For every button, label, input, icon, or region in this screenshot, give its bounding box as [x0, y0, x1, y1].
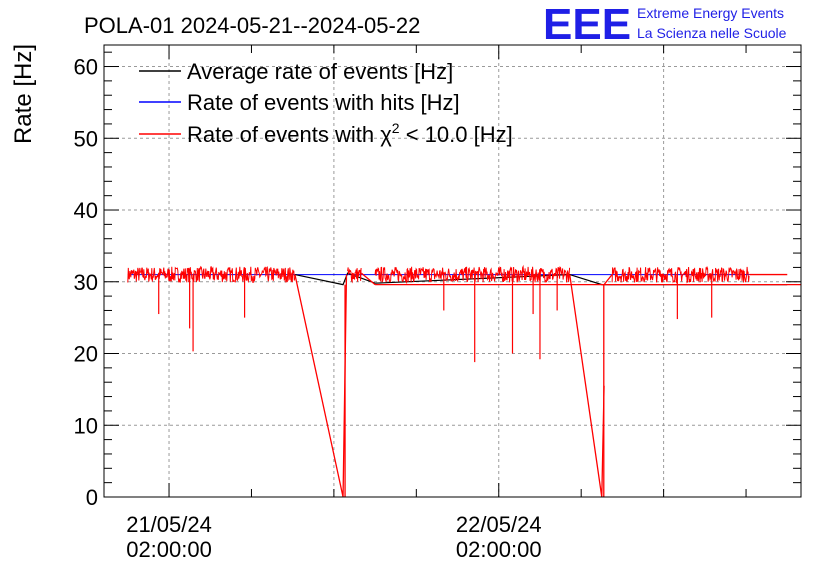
y-axis-label: Rate [Hz]: [10, 44, 37, 144]
legend-label-average: Average rate of events [Hz]: [187, 59, 453, 84]
x-tick-label-time: 02:00:00: [126, 537, 212, 562]
y-tick-label: 50: [74, 126, 98, 151]
series-chi2-step: [603, 274, 613, 286]
x-tick-label-time: 02:00:00: [456, 537, 542, 562]
y-tick-label: 30: [74, 270, 98, 295]
series-chi2-step: [360, 272, 376, 286]
y-tick-label: 40: [74, 198, 98, 223]
legend-label-chi2: Rate of events with χ2 < 10.0 [Hz]: [187, 120, 513, 147]
x-tick-label-date: 21/05/24: [126, 512, 212, 537]
y-tick-label: 10: [74, 413, 98, 438]
eee-logo-letters: EEE: [543, 0, 631, 49]
eee-logo-line2: La Scienza nelle Scuole: [637, 25, 787, 41]
eee-logo-line1: Extreme Energy Events: [637, 5, 784, 21]
series-chi2-segment: [347, 267, 362, 284]
legend-label-chi2-suffix: < 10.0 [Hz]: [400, 122, 513, 147]
eee-logo: EEE Extreme Energy Events La Scienza nel…: [543, 0, 787, 49]
series-chi2-segment: [611, 265, 750, 284]
axes: 010203040506021/05/2402:00:0022/05/2402:…: [74, 45, 801, 562]
legend-label-chi2-prefix: Rate of events with: [187, 122, 380, 147]
series-chi2-segment: [374, 264, 571, 285]
x-tick-label-date: 22/05/24: [456, 512, 542, 537]
plot-frame: [103, 44, 802, 498]
series-chi2-segment: [127, 265, 296, 284]
legend-label-chi2-sup: 2: [392, 120, 400, 136]
y-tick-label: 20: [74, 342, 98, 367]
legend-label-hits: Rate of events with hits [Hz]: [187, 90, 460, 115]
grid-lines: [104, 45, 801, 497]
legend: Average rate of events [Hz] Rate of even…: [139, 59, 513, 147]
chart-title: POLA-01 2024-05-21--2024-05-22: [84, 13, 420, 38]
y-tick-label: 60: [74, 55, 98, 80]
y-tick-label: 0: [86, 485, 98, 510]
legend-label-chi2-symbol: χ: [380, 122, 392, 147]
